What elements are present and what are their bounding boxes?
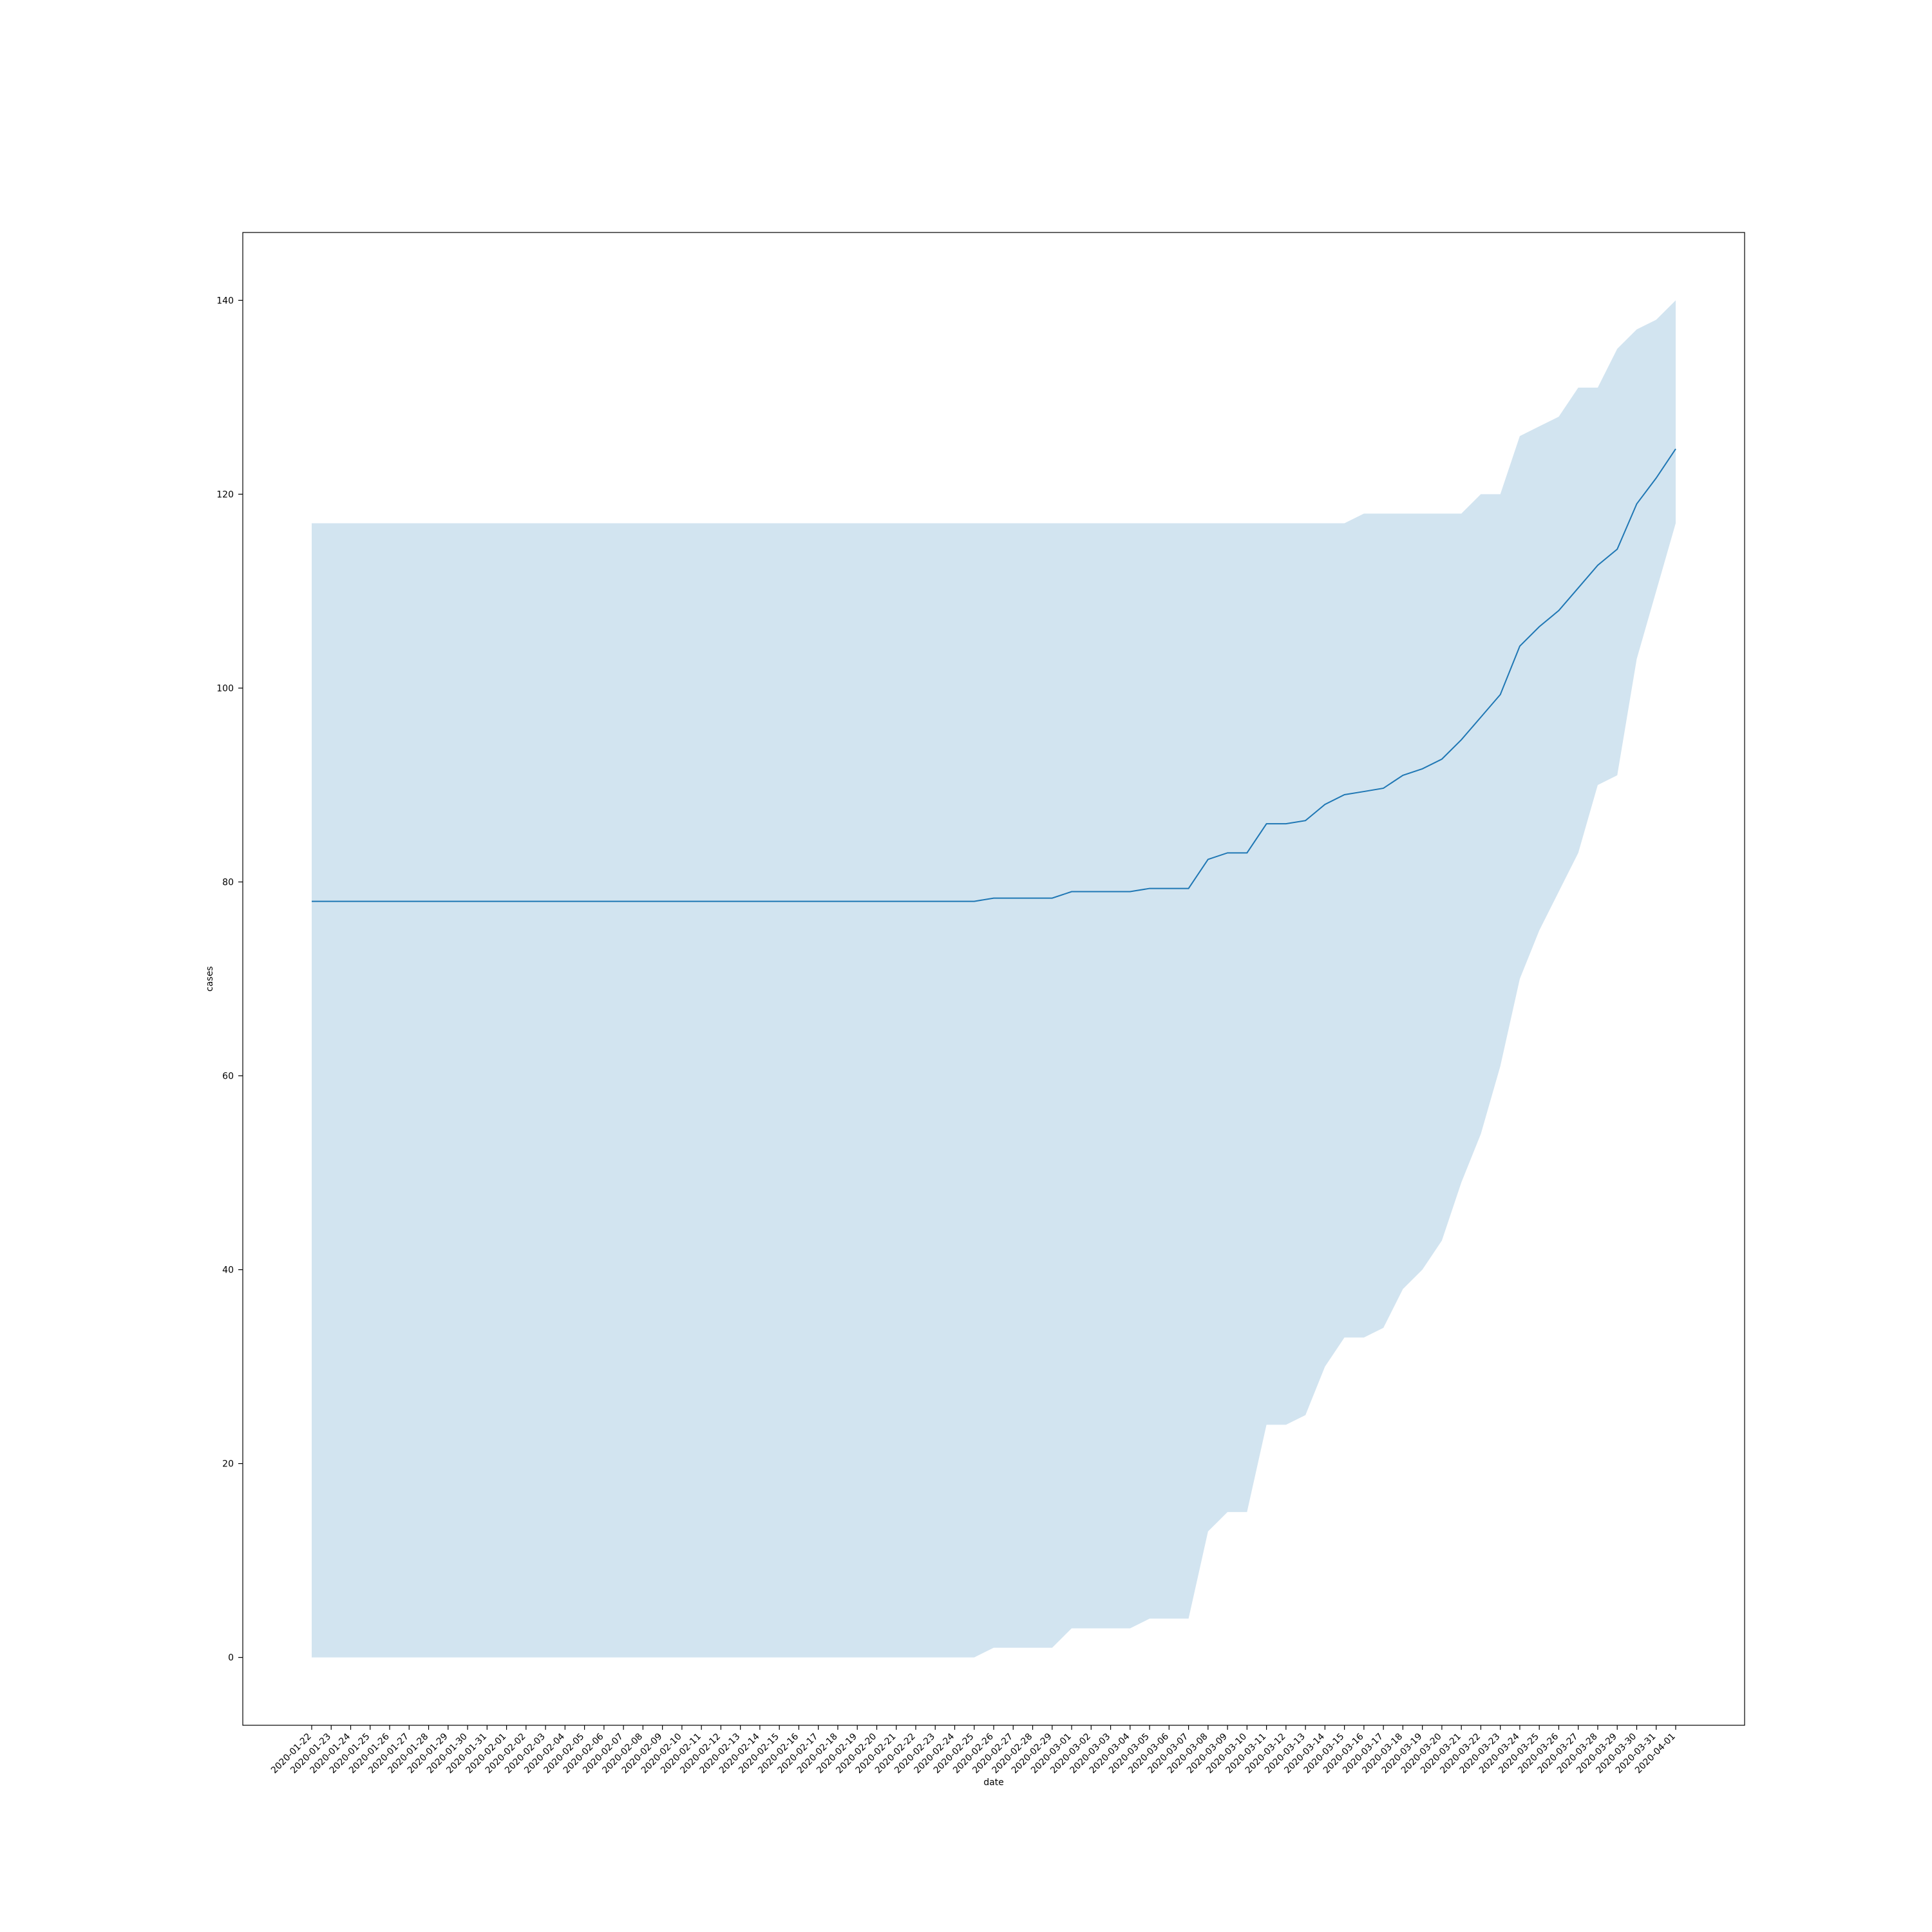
y-tick-label: 60 [222,1072,234,1082]
confidence-band [312,300,1676,1658]
y-tick-label: 0 [228,1653,234,1663]
y-tick-label: 20 [222,1459,234,1470]
x-axis-label: date [983,1777,1004,1788]
y-tick-label: 40 [222,1265,234,1276]
y-tick-label: 140 [216,296,234,306]
x-axis-ticks: 2020-01-222020-01-232020-01-242020-01-25… [269,1725,1678,1776]
series-line [312,448,1676,902]
y-tick-label: 80 [222,877,234,887]
y-axis-ticks: 0 20 40 60 80 100 120 140 [216,296,243,1663]
confidence-band-layer [312,300,1676,1658]
y-axis-label: cases [205,966,215,991]
y-tick-label: 100 [216,683,234,694]
y-tick-label: 120 [216,489,234,500]
series-line-layer [312,448,1676,902]
